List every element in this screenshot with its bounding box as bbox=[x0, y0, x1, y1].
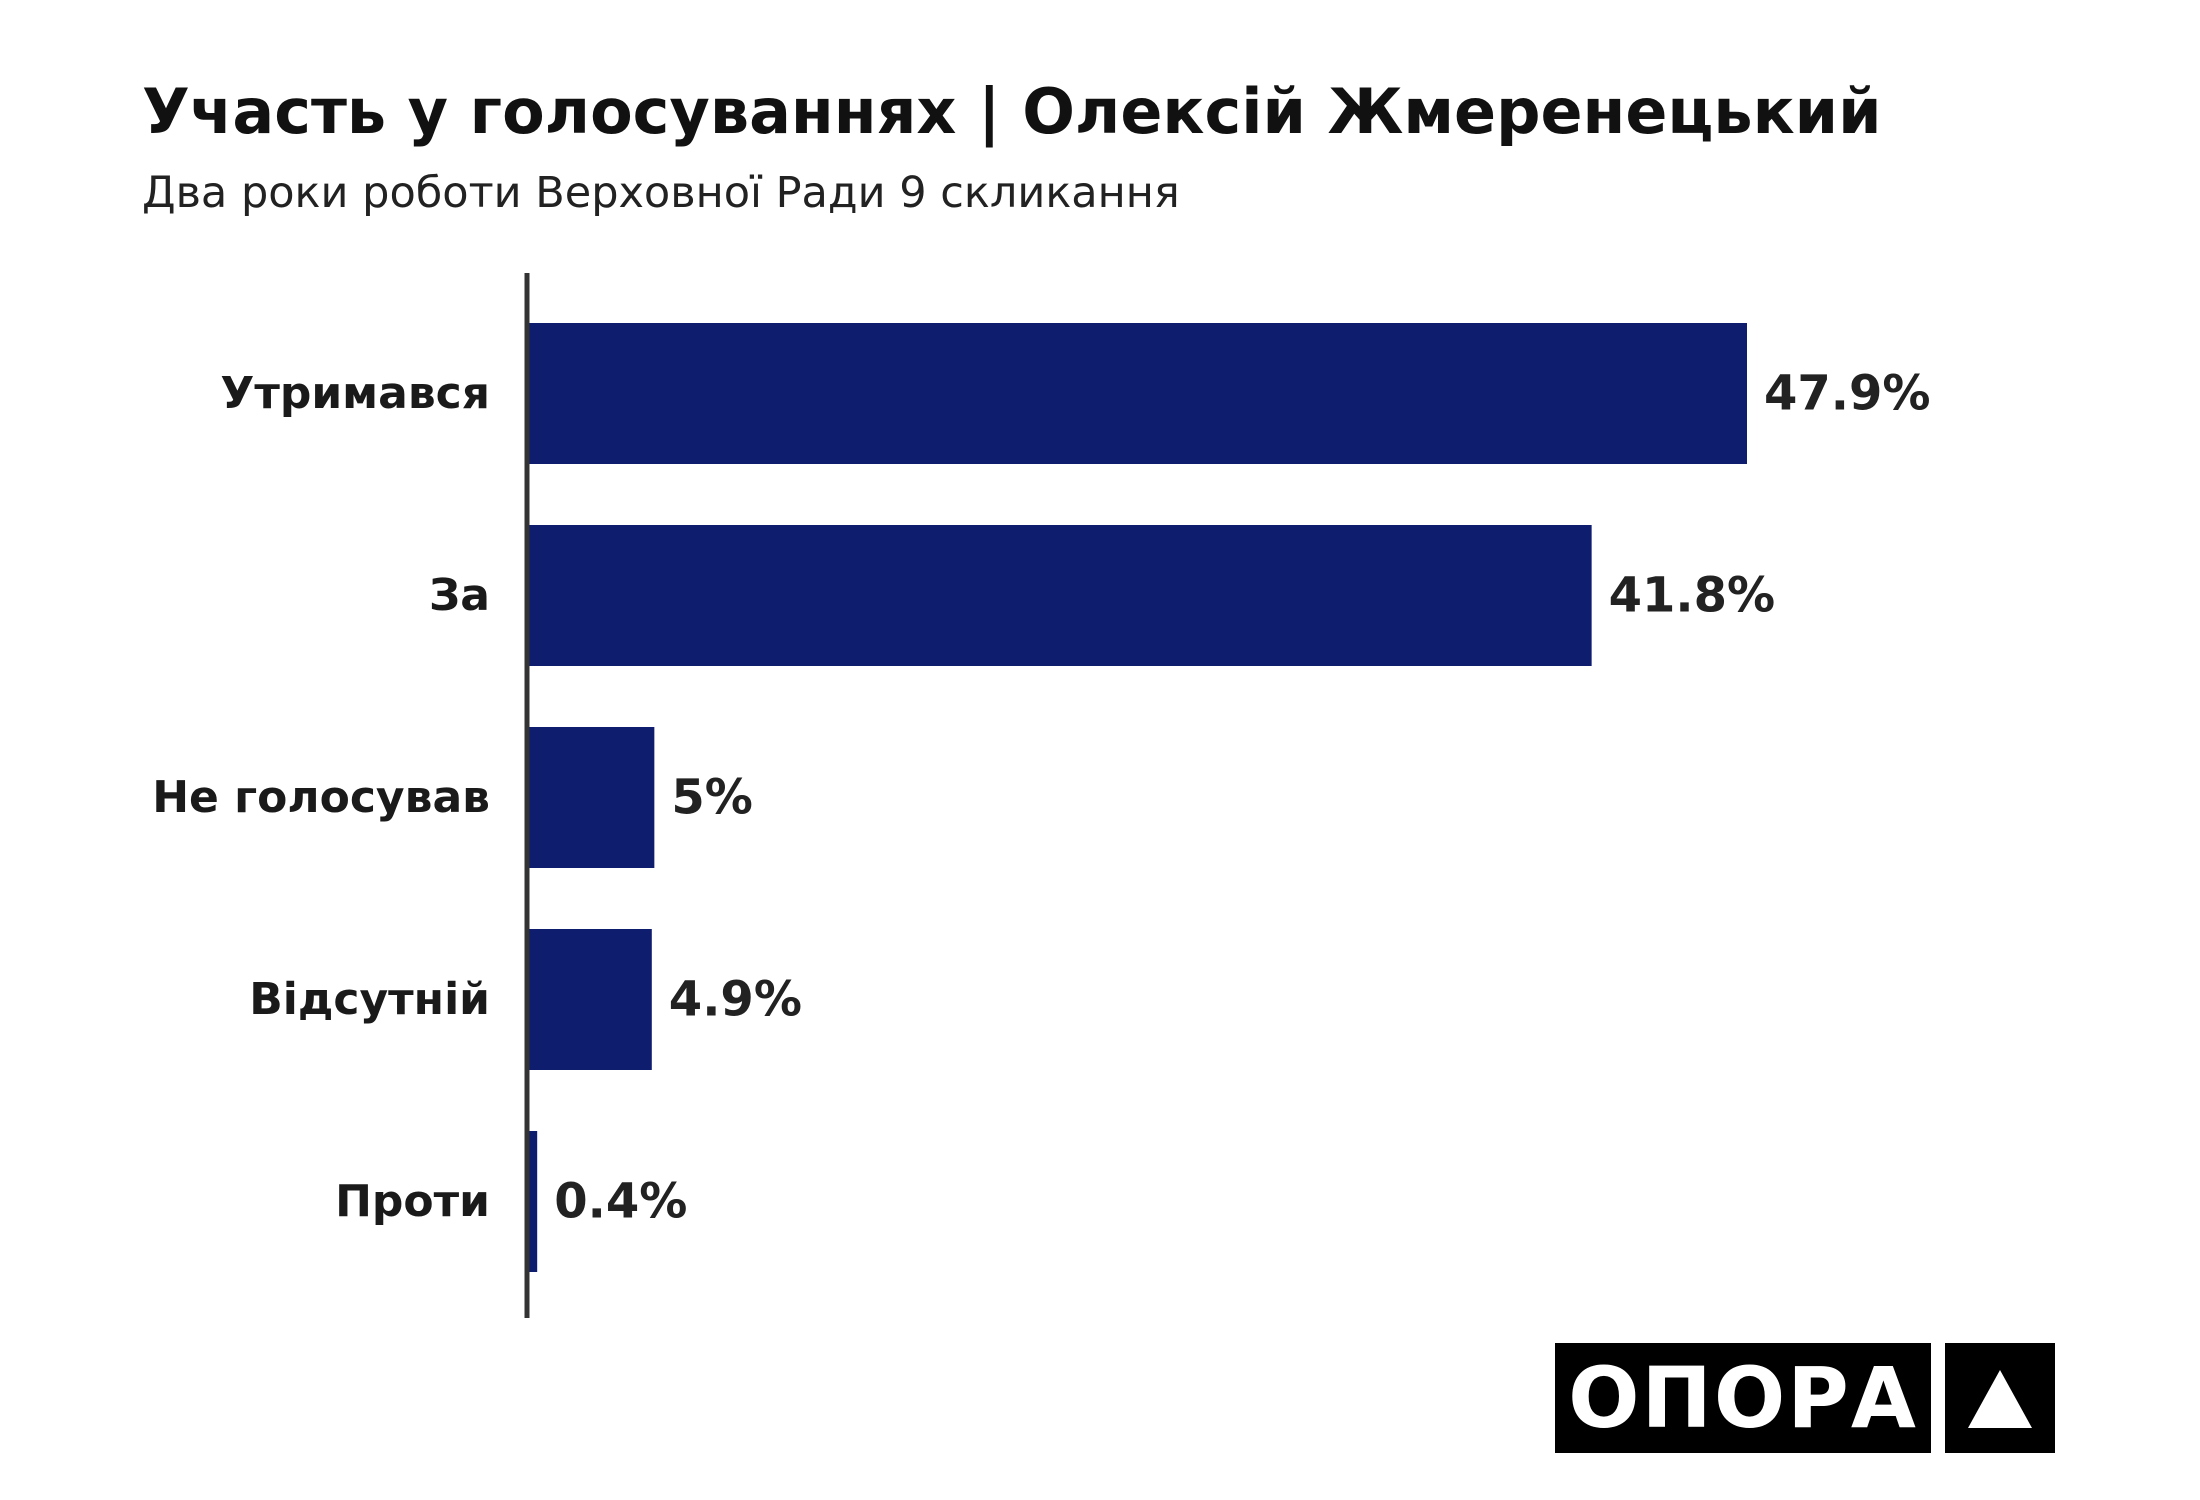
category-label-4: Відсутній bbox=[249, 974, 490, 1025]
triangle-icon bbox=[1945, 1343, 2055, 1453]
value-label-2: 41.8% bbox=[1609, 568, 1776, 624]
value-label-1: 47.9% bbox=[1764, 366, 1931, 422]
bar-2 bbox=[527, 525, 1592, 666]
bar-1 bbox=[527, 323, 1747, 464]
value-label-5: 0.4% bbox=[554, 1174, 687, 1230]
category-label-2: За bbox=[429, 570, 490, 621]
brand-name: ОПОРА bbox=[1555, 1343, 1931, 1453]
bar-5 bbox=[527, 1131, 538, 1272]
brand-logo: ОПОРА bbox=[1555, 1343, 2055, 1453]
category-label-3: Не голосував bbox=[152, 772, 490, 823]
chart-subtitle: Два роки роботи Верховної Ради 9 скликан… bbox=[142, 168, 1180, 218]
value-label-3: 5% bbox=[671, 770, 753, 826]
value-label-4: 4.9% bbox=[669, 972, 802, 1028]
category-label-1: Утримався bbox=[220, 368, 490, 419]
bar-3 bbox=[527, 727, 655, 868]
bar-4 bbox=[527, 929, 652, 1070]
chart-title: Участь у голосуваннях | Олексій Жмеренец… bbox=[142, 75, 1882, 148]
category-label-5: Проти bbox=[335, 1176, 490, 1227]
